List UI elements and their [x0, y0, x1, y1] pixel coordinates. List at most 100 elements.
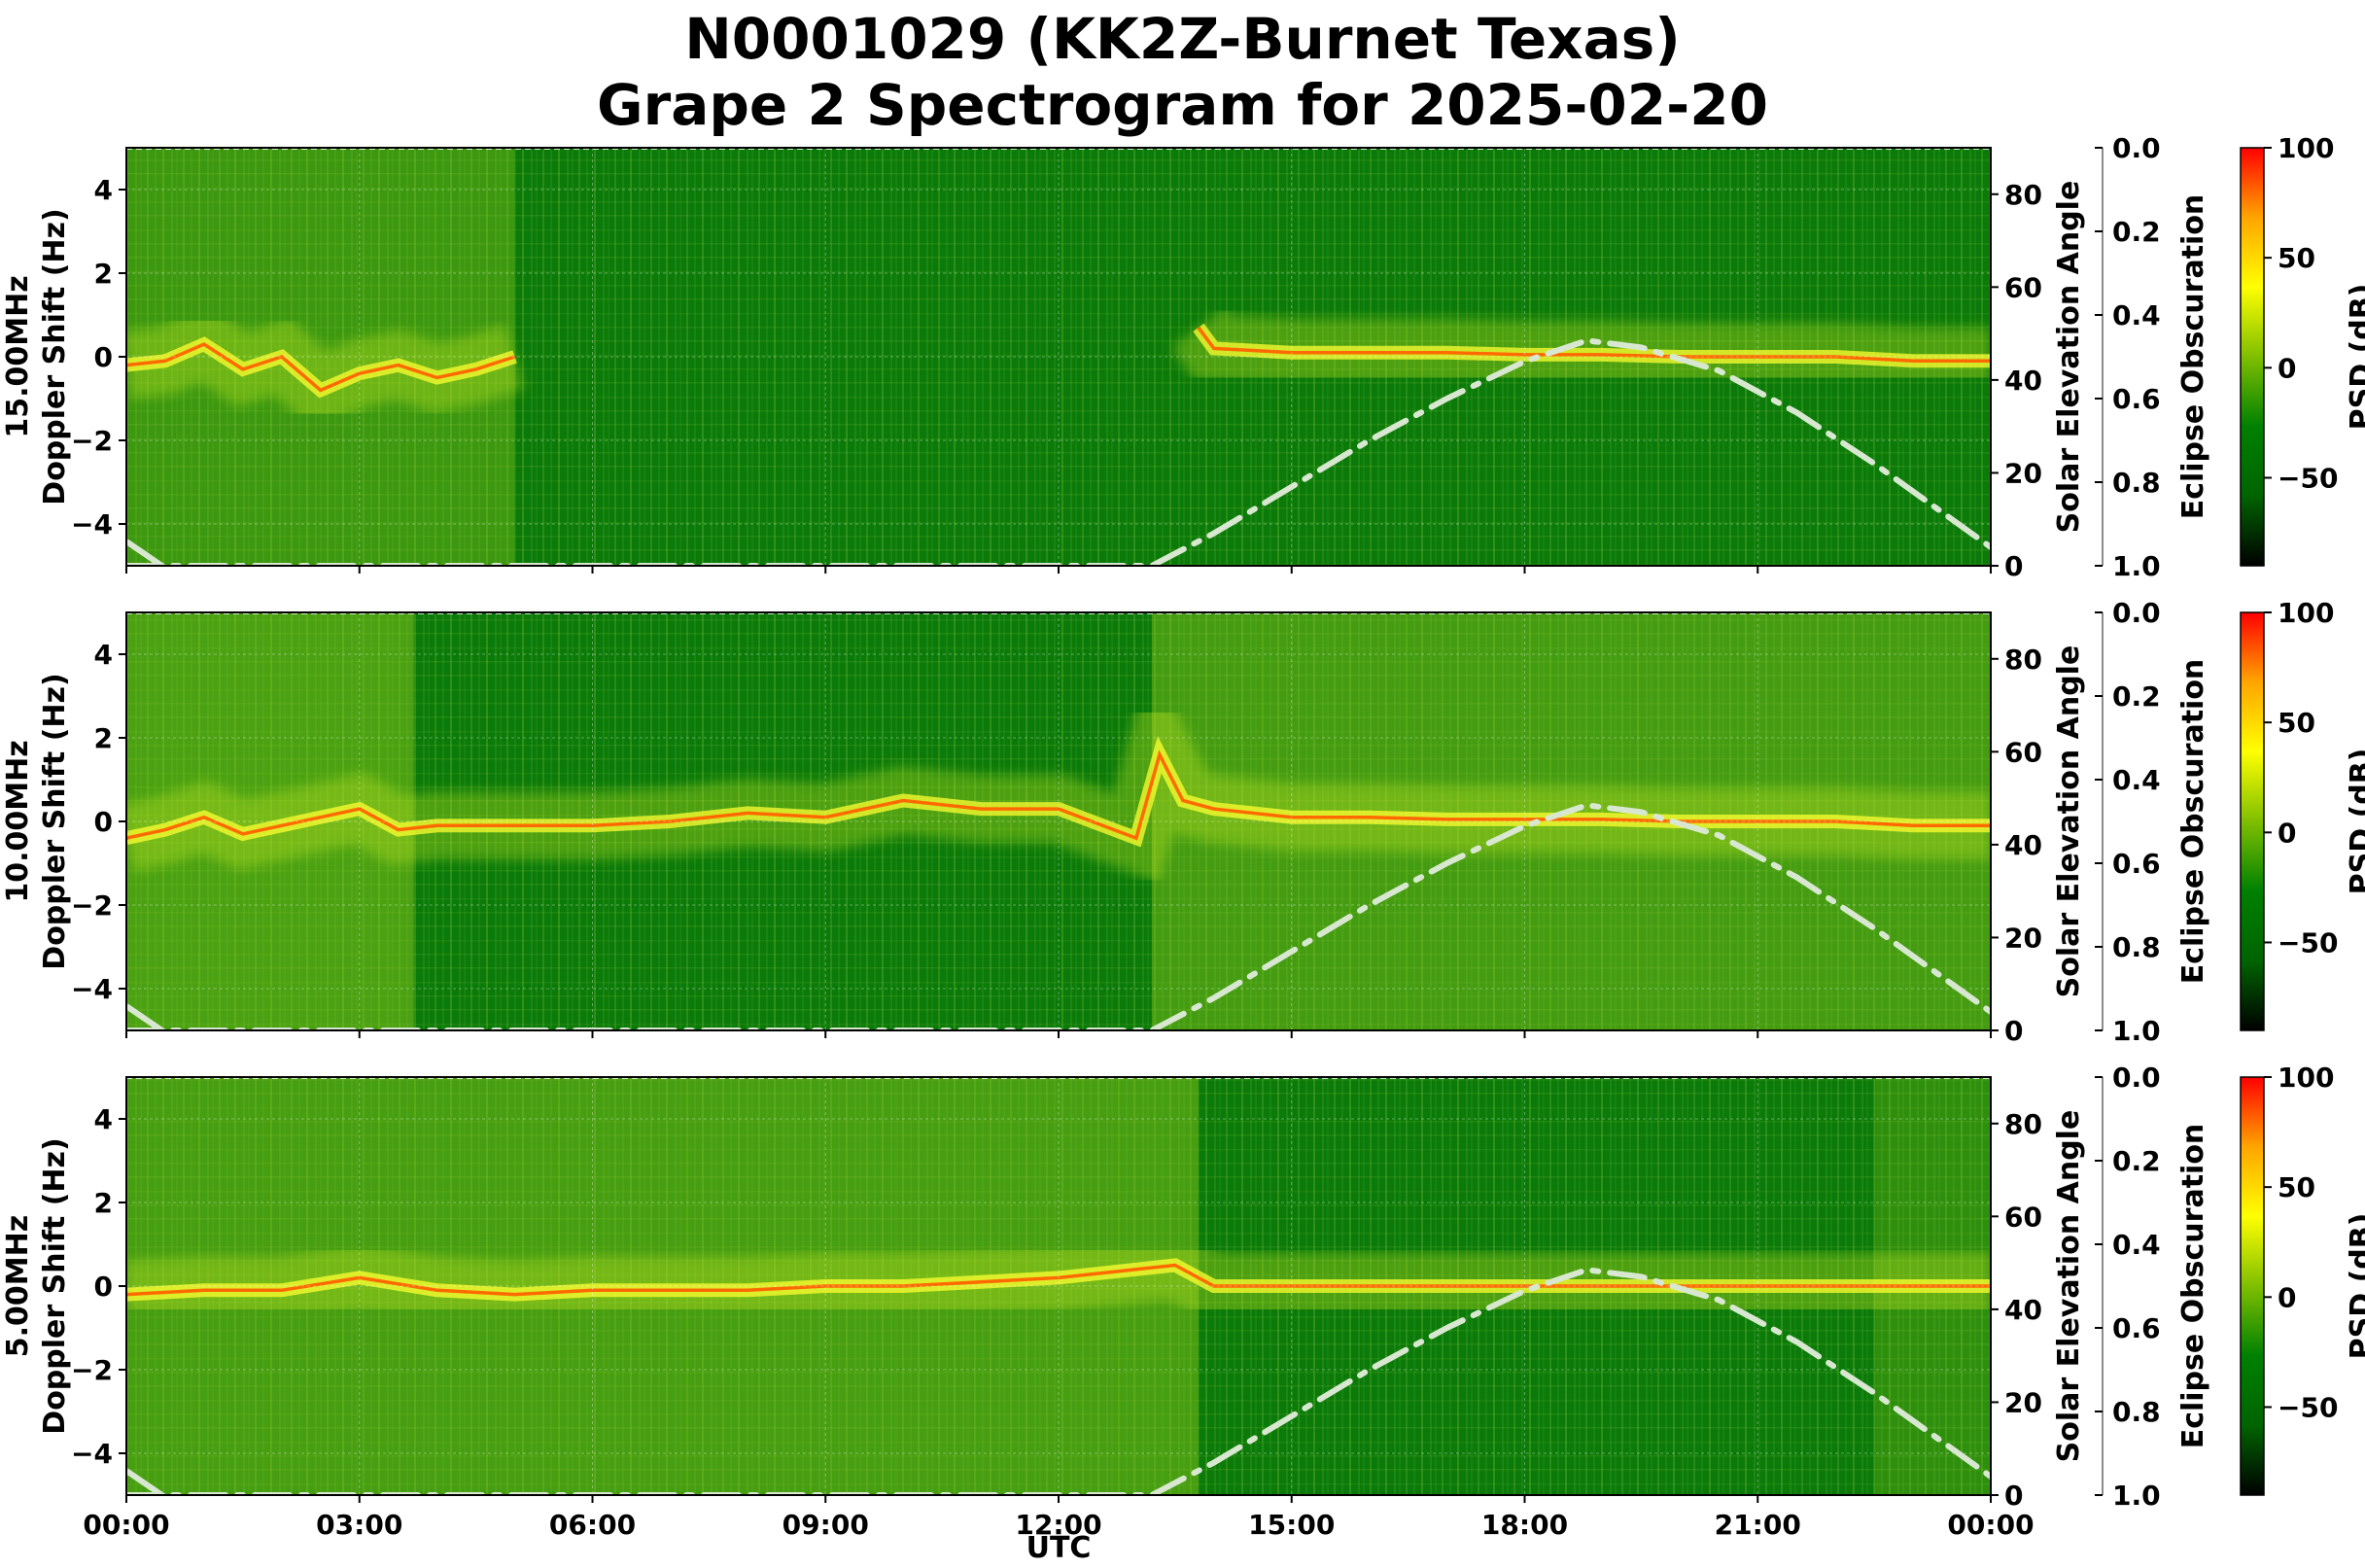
eclipse-tick-label: 1.0 — [2112, 1480, 2161, 1512]
colorbar-tick-label: 100 — [2278, 1062, 2334, 1094]
colorbar-label: PSD (dB) — [2345, 284, 2365, 431]
eclipse-tick-label: 0.2 — [2112, 680, 2161, 713]
solar-tick-label: 80 — [2004, 644, 2042, 676]
solar-tick-label: 0 — [2004, 1015, 2023, 1047]
solar-tick-label: 40 — [2004, 1294, 2042, 1326]
psd-label: PSD (dB) — [2345, 1213, 2365, 1360]
solar-elevation-curve-start — [126, 1468, 167, 1495]
eclipse-tick-label: 0.2 — [2112, 1145, 2161, 1177]
doppler-shift-label: Doppler Shift (Hz) — [38, 673, 72, 969]
frequency-label: 10.00MHz — [1, 740, 35, 902]
doppler-tick-label: 0 — [94, 341, 113, 373]
spectrogram-panel-2: 420−2−45.00MHz Doppler Shift (Hz)80604020… — [1, 1062, 2365, 1541]
solar-tick-label: 40 — [2004, 365, 2042, 397]
doppler-tick-label: 4 — [94, 639, 113, 671]
colorbar — [2240, 611, 2265, 1031]
eclipse-tick-label: 0.8 — [2112, 1396, 2161, 1428]
x-tick-label: 09:00 — [783, 1509, 869, 1541]
doppler-shift-label: Doppler Shift (Hz) — [38, 1137, 72, 1434]
solar-tick-label: 20 — [2004, 922, 2042, 954]
x-tick-label: 12:00 — [1015, 1509, 1101, 1541]
eclipse-tick-label: 0.0 — [2112, 132, 2161, 164]
doppler-tick-label: 2 — [94, 258, 113, 290]
eclipse-tick-label: 0.2 — [2112, 216, 2161, 248]
doppler-tick-label: −2 — [71, 425, 113, 457]
frequency-label: 5.00MHz — [1, 1215, 35, 1357]
carrier-trace-1 — [1197, 326, 1991, 364]
eclipse-obscuration-label: Eclipse Obscuration — [2176, 659, 2210, 985]
gridlines-1 — [126, 612, 1991, 1030]
doppler-axis-label: 10.00MHz Doppler Shift (Hz) — [1, 673, 72, 969]
colorbar — [2240, 147, 2265, 567]
eclipse-obscuration-label: Eclipse Obscuration — [2176, 1124, 2210, 1449]
solar-elevation-label: Solar Elevation Angle — [2052, 645, 2086, 998]
doppler-tick-label: 2 — [94, 722, 113, 754]
doppler-shift-label: Doppler Shift (Hz) — [38, 208, 72, 505]
solar-elevation-curve — [126, 337, 1991, 566]
x-tick-label: 15:00 — [1248, 1509, 1335, 1541]
frequency-label: 15.00MHz — [1, 275, 35, 437]
solar-tick-label: 60 — [2004, 736, 2042, 768]
spectrogram-panel-0: 420−2−415.00MHz Doppler Shift (Hz)8060402… — [1, 132, 2365, 582]
gridlines-0 — [126, 148, 1991, 566]
colorbar-tick-label: 100 — [2278, 132, 2334, 164]
doppler-axis-label: 15.00MHz Doppler Shift (Hz) — [1, 208, 72, 505]
carrier-trace-0 — [126, 342, 516, 393]
solar-elevation-curve — [126, 1267, 1991, 1495]
doppler-tick-label: 0 — [94, 806, 113, 838]
x-tick-label: 00:00 — [83, 1509, 169, 1541]
eclipse-tick-label: 0.4 — [2112, 299, 2161, 331]
colorbar — [2240, 1076, 2265, 1496]
colorbar-tick-label: 0 — [2278, 817, 2296, 849]
colorbar-label: PSD (dB) — [2345, 1213, 2365, 1360]
solar-elevation-label: Solar Elevation Angle — [2052, 1110, 2086, 1463]
x-tick-label: 21:00 — [1715, 1509, 1801, 1541]
eclipse-tick-label: 0.6 — [2112, 1312, 2161, 1344]
colorbar-tick-label: −50 — [2278, 1391, 2338, 1423]
colorbar-tick-label: −50 — [2278, 926, 2338, 958]
doppler-axis-label: 5.00MHz Doppler Shift (Hz) — [1, 1137, 72, 1434]
carrier-trace-0 — [126, 749, 1991, 841]
colorbar-tick-label: 50 — [2278, 707, 2315, 739]
x-tick-label: 03:00 — [316, 1509, 402, 1541]
eclipse-tick-label: 1.0 — [2112, 550, 2161, 582]
eclipse-axis-label: Eclipse Obscuration — [2176, 659, 2210, 985]
solar-tick-label: 40 — [2004, 829, 2042, 861]
solar-axis-label: Solar Elevation Angle — [2052, 645, 2086, 998]
x-tick-label: 00:00 — [1947, 1509, 2034, 1541]
eclipse-obscuration-label: Eclipse Obscuration — [2176, 194, 2210, 520]
chart-title-line1: N0001029 (KK2Z-Burnet Texas) — [684, 6, 1681, 72]
spectrogram-panel-1: 420−2−410.00MHz Doppler Shift (Hz)8060402… — [1, 597, 2365, 1047]
doppler-tick-label: −2 — [71, 1354, 113, 1386]
eclipse-tick-label: 0.4 — [2112, 764, 2161, 796]
colorbar-tick-label: 50 — [2278, 1171, 2315, 1203]
doppler-tick-label: −4 — [71, 973, 113, 1005]
solar-tick-label: 60 — [2004, 271, 2042, 303]
solar-elevation-label: Solar Elevation Angle — [2052, 181, 2086, 534]
solar-tick-label: 0 — [2004, 550, 2023, 582]
solar-elevation-curve — [126, 802, 1991, 1030]
chart-title-line2: Grape 2 Spectrogram for 2025-02-20 — [597, 72, 1768, 138]
colorbar-tick-label: 0 — [2278, 1281, 2296, 1313]
eclipse-tick-label: 0.0 — [2112, 597, 2161, 629]
solar-tick-label: 0 — [2004, 1480, 2023, 1512]
x-tick-label: 18:00 — [1481, 1509, 1568, 1541]
chart-title: N0001029 (KK2Z-Burnet Texas) Grape 2 Spe… — [0, 6, 2365, 138]
x-axis-label: UTC — [1026, 1531, 1092, 1565]
x-tick-label: 06:00 — [549, 1509, 636, 1541]
solar-tick-label: 80 — [2004, 1108, 2042, 1140]
colorbar-tick-label: 100 — [2278, 597, 2334, 629]
doppler-tick-label: −4 — [71, 508, 113, 540]
doppler-tick-label: 4 — [94, 174, 113, 206]
eclipse-axis-label: Eclipse Obscuration — [2176, 1124, 2210, 1449]
spectrogram-image-1 — [126, 612, 1991, 1030]
spectrogram-image-0 — [126, 148, 1991, 566]
solar-tick-label: 80 — [2004, 179, 2042, 211]
colorbar-tick-label: 0 — [2278, 352, 2296, 384]
solar-tick-label: 20 — [2004, 1386, 2042, 1418]
eclipse-tick-label: 0.6 — [2112, 383, 2161, 415]
eclipse-tick-label: 0.4 — [2112, 1229, 2161, 1261]
eclipse-axis-label: Eclipse Obscuration — [2176, 194, 2210, 520]
eclipse-tick-label: 0.6 — [2112, 848, 2161, 880]
